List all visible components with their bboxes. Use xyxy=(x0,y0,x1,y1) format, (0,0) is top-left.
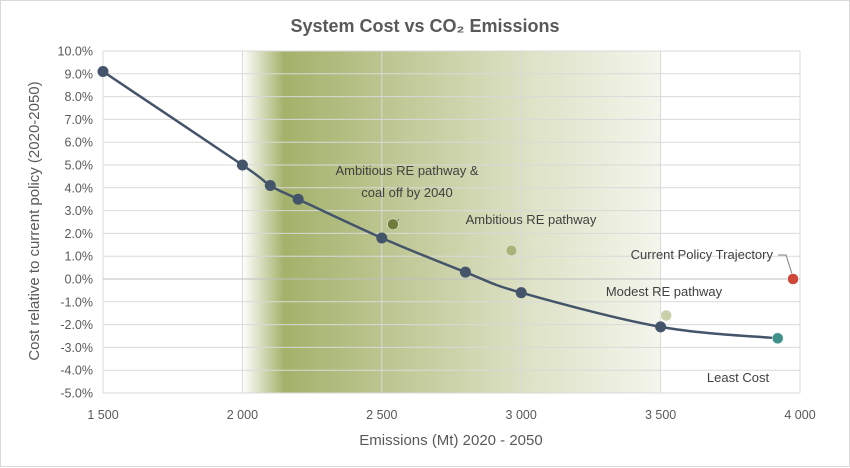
scenario-marker xyxy=(660,309,672,322)
y-tick-label: 8.0% xyxy=(65,90,94,104)
series-marker xyxy=(264,180,276,192)
y-axis-title: Cost relative to current policy (2020-20… xyxy=(26,81,43,360)
x-tick-label: 4 000 xyxy=(784,408,815,422)
leader-line xyxy=(778,254,794,278)
gridlines xyxy=(102,50,801,394)
y-tick-label: 9.0% xyxy=(65,67,94,81)
x-tick-label: 2 500 xyxy=(366,408,397,422)
y-tick-label: 7.0% xyxy=(65,113,94,127)
series-marker xyxy=(515,287,527,299)
scenario-marker xyxy=(387,218,399,231)
series-marker xyxy=(236,159,248,171)
y-tick-label: 6.0% xyxy=(65,136,94,150)
x-tick-label: 2 000 xyxy=(227,408,258,422)
series-marker xyxy=(97,66,109,78)
y-tick-label: 10.0% xyxy=(58,45,93,59)
scenario-label: Least Cost xyxy=(707,370,770,385)
scenario-label: Ambitious RE pathway & xyxy=(335,163,478,178)
y-tick-label: 3.0% xyxy=(65,204,94,218)
scenario-label: coal off by 2040 xyxy=(361,185,453,200)
x-axis-title: Emissions (Mt) 2020 - 2050 xyxy=(359,432,542,449)
x-tick-label: 3 000 xyxy=(506,408,537,422)
series-marker xyxy=(655,321,667,333)
scenario-marker xyxy=(771,332,784,345)
y-tick-label: -1.0% xyxy=(60,295,93,309)
highlight-band xyxy=(242,51,661,393)
y-tick-label: 0.0% xyxy=(65,273,94,287)
scenario-marker xyxy=(505,244,518,257)
y-tick-label: -5.0% xyxy=(60,387,93,401)
scenario-label: Modest RE pathway xyxy=(606,284,723,299)
scenario-label: Ambitious RE pathway xyxy=(466,212,597,227)
x-tick-label: 1 500 xyxy=(87,408,118,422)
series-marker xyxy=(376,232,388,244)
tick-labels: 10.0% 9.0% 8.0% 7.0% 6.0% 5.0% 4.0% 3.0% 2.0% 1.0… xyxy=(58,45,816,423)
scenario-points: Ambitious RE pathway & coal off by 2040 Am… xyxy=(335,163,799,385)
series-marker xyxy=(292,193,304,205)
y-tick-label: 1.0% xyxy=(65,250,94,264)
scenario-marker xyxy=(787,273,799,285)
x-tick-label: 3 500 xyxy=(645,408,676,422)
y-tick-label: 2.0% xyxy=(65,227,94,241)
y-tick-label: -4.0% xyxy=(60,364,93,378)
scenario-label: Current Policy Trajectory xyxy=(631,247,774,262)
y-tick-label: 5.0% xyxy=(65,159,94,173)
y-tick-label: -2.0% xyxy=(60,318,93,332)
y-tick-label: 4.0% xyxy=(65,181,94,195)
chart-title: System Cost vs CO₂ Emissions xyxy=(290,16,559,36)
y-tick-label: -3.0% xyxy=(60,341,93,355)
series-marker xyxy=(459,266,471,278)
